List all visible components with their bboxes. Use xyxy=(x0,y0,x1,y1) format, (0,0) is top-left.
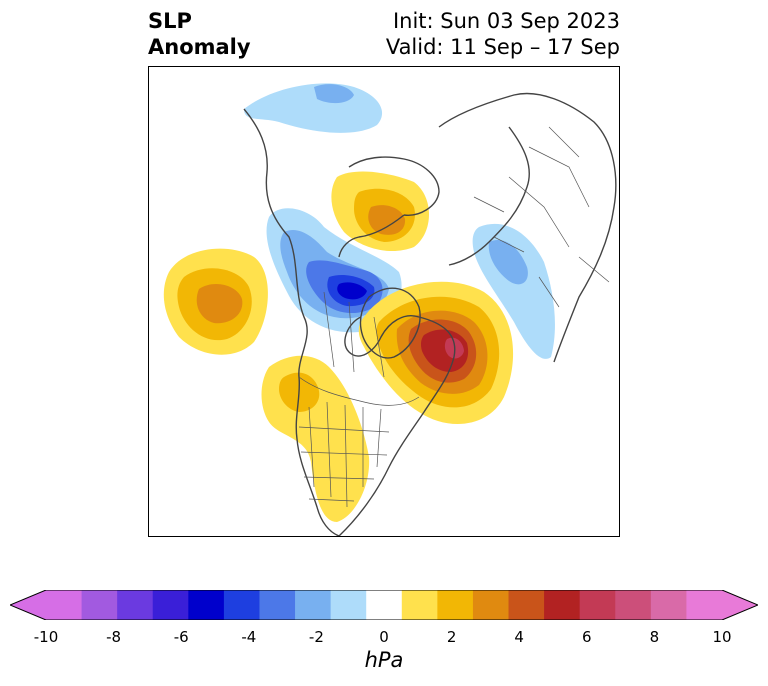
init-date: Init: Sun 03 Sep 2023 xyxy=(392,9,620,33)
colorbar-tick-label: 8 xyxy=(649,628,660,646)
colorbar-tick-label: 2 xyxy=(446,628,457,646)
map-title: SLP Anomaly xyxy=(148,8,251,60)
coastline-asia-west xyxy=(338,214,405,258)
colorbar-tick-label: -4 xyxy=(241,628,257,646)
anomaly-blue-arctic xyxy=(244,83,383,133)
colorbar-extend-right xyxy=(722,590,758,620)
colorbar-extend-left xyxy=(10,590,46,620)
colorbar-tick-label: -6 xyxy=(173,628,189,646)
colorbar-tick-label: -8 xyxy=(106,628,122,646)
colorbar-cell xyxy=(117,590,154,620)
date-info: Init: Sun 03 Sep 2023 Valid: 11 Sep – 17… xyxy=(386,8,620,60)
anomaly-blue-core-2 xyxy=(337,282,367,300)
anomaly-blue-eurasia-2 xyxy=(488,239,528,285)
colorbar-tick-label: 10 xyxy=(712,628,732,646)
borders xyxy=(298,126,610,508)
colorbar-cell xyxy=(330,590,367,620)
coastline-north-america xyxy=(243,108,456,536)
colorbar-cell xyxy=(401,590,438,620)
coastline-greenland xyxy=(359,287,421,359)
coastline-asia-north xyxy=(348,156,440,216)
colorbar-cell xyxy=(508,590,545,620)
colorbar-unit-label: hPa xyxy=(364,648,404,672)
colorbar-tick-label: 0 xyxy=(379,628,389,646)
colorbar-cell xyxy=(81,590,118,620)
colorbar-cells xyxy=(10,590,758,620)
map-panel xyxy=(148,66,620,537)
colorbar-cell xyxy=(46,590,83,620)
title-line-2: Anomaly xyxy=(148,35,251,59)
colorbar-cell xyxy=(259,590,296,620)
colorbar-cell xyxy=(188,590,225,620)
coastline-eurasia xyxy=(438,92,617,363)
anomaly-pos-pacific-3 xyxy=(196,284,243,324)
anomaly-map xyxy=(163,83,617,536)
title-line-1: SLP xyxy=(148,9,192,33)
colorbar-cell xyxy=(615,590,652,620)
anomaly-blue-arctic-inner xyxy=(314,84,354,104)
border-usa-canada xyxy=(298,376,420,406)
colorbar-tick-label: -2 xyxy=(308,628,324,646)
colorbar-cell xyxy=(544,590,581,620)
colorbar-cell xyxy=(650,590,688,620)
border-usa-states-1 xyxy=(308,401,382,508)
colorbar-tick-label: -10 xyxy=(33,628,59,646)
border-eurasia-1 xyxy=(508,126,610,283)
colorbar-cell xyxy=(295,590,332,620)
colorbar-cell xyxy=(152,590,189,620)
anomaly-pos-asia-3 xyxy=(368,205,406,235)
colorbar-cell xyxy=(686,590,723,620)
positive-anomalies xyxy=(163,171,514,522)
colorbar-cell xyxy=(223,590,261,620)
border-canada-provinces xyxy=(323,291,385,378)
colorbar-cell xyxy=(437,590,474,620)
colorbar-cell xyxy=(366,590,403,620)
valid-range: Valid: 11 Sep – 17 Sep xyxy=(385,35,620,59)
colorbar-tick-label: 4 xyxy=(514,628,524,646)
colorbar-cell xyxy=(472,590,510,620)
border-usa-states-2 xyxy=(298,426,390,502)
colorbar-cell xyxy=(579,590,616,620)
colorbar-tick-label: 6 xyxy=(582,628,592,646)
coastlines xyxy=(243,92,617,536)
colorbar xyxy=(10,590,758,620)
anomaly-pos-namerica xyxy=(261,355,370,522)
border-eurasia-2 xyxy=(473,196,560,308)
